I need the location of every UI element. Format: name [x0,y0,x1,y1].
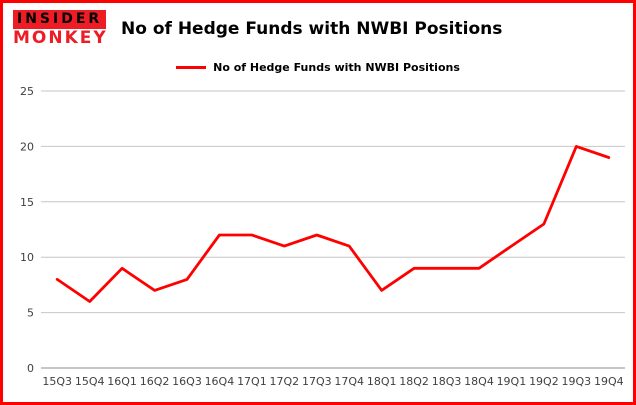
x-tick-label: 19Q3 [561,375,591,388]
x-tick-label: 15Q3 [42,375,72,388]
insider-monkey-logo: INSIDER MONKEY [13,10,108,48]
x-tick-label: 16Q3 [172,375,202,388]
logo-text-monkey: MONKEY [13,27,108,48]
x-tick-label: 17Q3 [302,375,332,388]
x-tick-label: 17Q2 [269,375,299,388]
legend-line-swatch [176,66,207,69]
data-line [55,145,611,303]
y-tick-label: 5 [27,307,34,320]
x-tick-label: 17Q1 [237,375,267,388]
x-tick-label: 18Q1 [367,375,397,388]
x-tick-label: 16Q4 [205,375,235,388]
x-tick-label: 19Q4 [594,375,624,388]
x-tick-label: 18Q2 [399,375,429,388]
x-tick-label: 18Q3 [432,375,462,388]
legend-label: No of Hedge Funds with NWBI Positions [213,61,460,74]
x-tick-label: 16Q2 [140,375,170,388]
x-tick-label: 19Q2 [529,375,559,388]
y-tick-label: 25 [20,85,34,98]
legend: No of Hedge Funds with NWBI Positions [3,61,633,74]
y-tick-label: 10 [20,251,34,264]
x-tick-label: 16Q1 [107,375,137,388]
x-tick-label: 18Q4 [464,375,494,388]
y-tick-label: 0 [27,362,34,375]
x-tick-label: 15Q4 [75,375,105,388]
chart-title: No of Hedge Funds with NWBI Positions [121,19,503,39]
x-tick-label: 19Q1 [497,375,527,388]
y-tick-label: 20 [20,140,34,153]
x-tick-label: 17Q4 [334,375,364,388]
y-tick-label: 15 [20,196,34,209]
logo-text-insider: INSIDER [13,10,107,29]
